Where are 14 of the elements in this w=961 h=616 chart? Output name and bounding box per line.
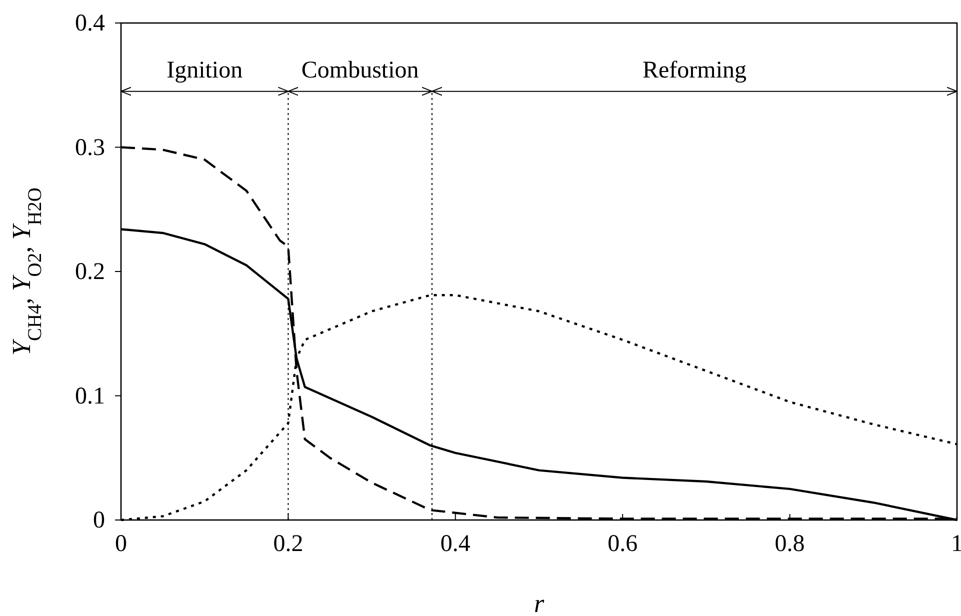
y-tick-label: 0.1 xyxy=(75,383,105,410)
annotation: Combustion xyxy=(301,57,419,84)
y-tick-label: 0.3 xyxy=(75,134,105,161)
x-tick-label: 0.6 xyxy=(608,531,638,558)
y-tick-label: 0.4 xyxy=(75,10,105,37)
y-tick-label: 0.2 xyxy=(75,259,105,286)
x-axis-title: r xyxy=(534,589,545,616)
annotation: Reforming xyxy=(642,57,746,84)
annotation: Ignition xyxy=(166,57,243,84)
x-tick-label: 0.8 xyxy=(774,531,805,558)
x-tick-label: 0.4 xyxy=(440,531,470,558)
y-tick-label: 0 xyxy=(93,508,105,534)
x-tick-label: 0 xyxy=(115,531,127,558)
x-tick-label: 0.2 xyxy=(273,531,304,558)
